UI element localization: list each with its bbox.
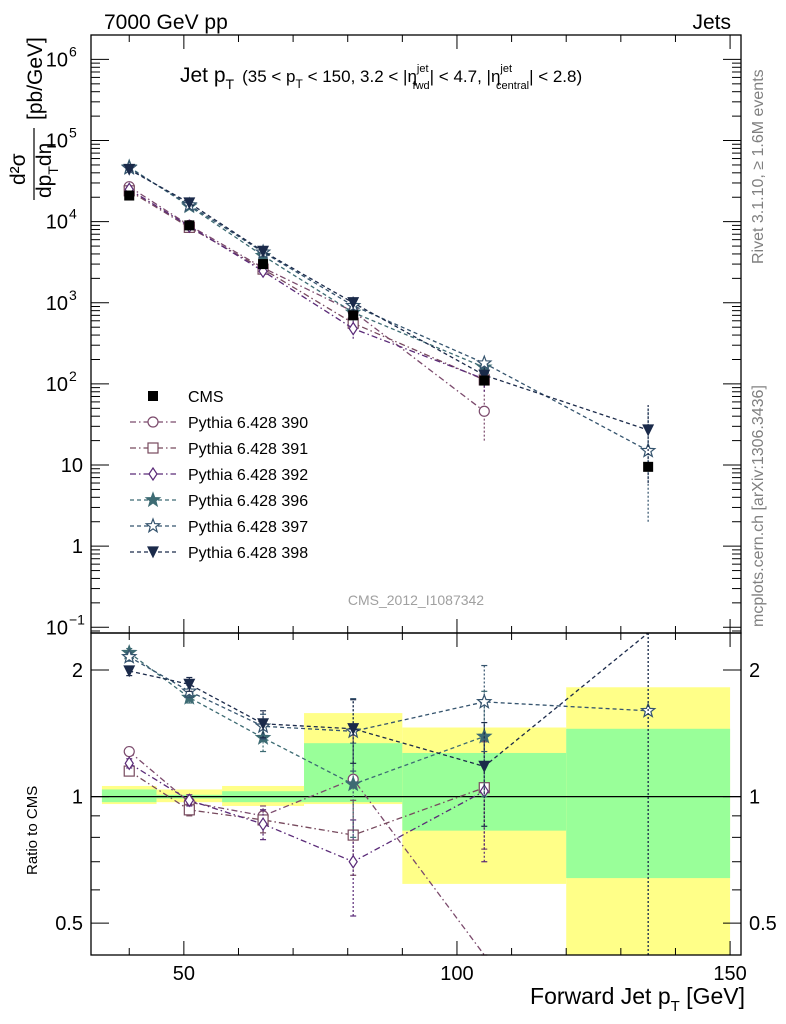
main-y-tick-label: 10: [46, 293, 68, 315]
main-y-tick-exponent: 3: [69, 287, 77, 303]
legend-marker: [148, 466, 158, 482]
legend-label-cms: CMS: [188, 389, 224, 406]
x-tick-label: 50: [173, 963, 195, 985]
ratio-y-tick-label-right: 0.5: [749, 913, 777, 935]
ratio-series-line: [128, 652, 485, 786]
cms-data-layer: [124, 190, 654, 472]
ratio-point: [123, 745, 135, 758]
cms-data-point: [643, 461, 654, 472]
legend-label: Pythia 6.428 392: [188, 467, 308, 484]
ratio-y-tick-label-right: 2: [749, 660, 760, 682]
stat-uncertainty-band: [566, 728, 731, 879]
main-series-line: [128, 188, 485, 380]
ratio-point: [257, 718, 270, 731]
main-y-tick-exponent: 4: [69, 206, 77, 222]
x-axis-label: Forward Jet pT [GeV]: [530, 983, 745, 1015]
ratio-point: [344, 775, 362, 792]
energy-label: 7000 GeV pp: [104, 11, 228, 34]
legend: CMS Pythia 6.428 390 Pythia 6.428 391 Pythi…: [130, 389, 308, 562]
main-point: [642, 424, 655, 437]
ylabel-numerator: d²σ: [7, 153, 30, 185]
cms-data-point: [479, 375, 490, 386]
legend-label: Pythia 6.428 397: [188, 519, 308, 536]
main-y-tick-label: 10: [61, 455, 83, 477]
legend-marker: [147, 416, 159, 428]
ratio-point: [123, 665, 136, 678]
ratio-panel-frame: [90, 632, 742, 956]
ratio-point: [184, 793, 195, 808]
main-y-axis-label: d²σ dpTdη [pb/GeV]: [7, 37, 61, 200]
main-point: [478, 405, 490, 417]
main-point: [478, 369, 491, 382]
main-title: Jet pT (35 < pT < 150, 3.2 < |ηjet fwd| < …: [180, 63, 582, 92]
legend-marker: [144, 491, 162, 508]
main-y-tick-exponent: 5: [69, 125, 77, 141]
ratio-point: [120, 648, 138, 664]
ratio-point: [124, 756, 134, 771]
ratio-point: [348, 854, 358, 869]
main-series-line: [128, 166, 485, 368]
main-panel-frame: [90, 34, 742, 634]
legend-label: Pythia 6.428 390: [188, 415, 308, 432]
ratio-uncertainty-bands: [101, 687, 731, 955]
ratio-point: [347, 723, 360, 736]
x-tick-label: 100: [440, 963, 473, 985]
main-y-tick-label: 10: [46, 212, 68, 234]
legend-label: Pythia 6.428 391: [188, 441, 308, 458]
analysis-watermark: CMS_2012_I1087342: [348, 592, 484, 608]
main-y-tick-exponent: 2: [69, 368, 77, 384]
main-point: [183, 197, 196, 210]
main-point: [348, 321, 358, 336]
series-p398: [123, 163, 655, 955]
ylabel-unit: [pb/GeV]: [24, 37, 47, 120]
cms-data-point: [184, 220, 195, 231]
legend-marker: [144, 517, 162, 534]
ratio-y-axis-label: Ratio to CMS: [24, 786, 41, 875]
ratio-point: [183, 678, 196, 691]
ratio-y-tick-label: 0.5: [55, 913, 83, 935]
ratio-y-tick-label: 1: [72, 787, 83, 809]
legend-marker-cms: [148, 391, 158, 401]
ratio-point: [475, 693, 493, 710]
legend-marker: [147, 546, 159, 559]
series-layer: [120, 158, 657, 956]
main-y-tick-label: 10: [46, 49, 68, 71]
ratio-y-tick-label-right: 1: [749, 787, 760, 809]
main-series-line: [128, 186, 485, 412]
legend-label: Pythia 6.428 398: [188, 545, 308, 562]
main-y-tick-label: 10: [46, 374, 68, 396]
cms-data-point: [348, 310, 359, 321]
main-y-tick-label: 10: [46, 131, 68, 153]
ratio-series-line: [128, 770, 485, 836]
main-series-line: [128, 167, 649, 452]
process-label: Jets: [692, 11, 731, 34]
mcplots-label: mcplots.cern.ch [arXiv:1306.3436]: [750, 385, 767, 627]
main-y-tick-exponent: −1: [69, 611, 85, 627]
ratio-point: [258, 817, 268, 832]
main-point: [123, 163, 136, 176]
main-point: [347, 297, 360, 310]
stat-uncertainty-band: [101, 789, 157, 803]
x-tick-label: 150: [713, 963, 746, 985]
rivet-label: Rivet 3.1.10, ≥ 1.6M events: [750, 69, 767, 264]
ylabel-denominator: dpTdη: [33, 143, 61, 198]
main-series-line: [128, 168, 649, 431]
main-y-tick-label: 1: [72, 536, 83, 558]
legend-marker: [147, 442, 159, 454]
ratio-point: [478, 760, 491, 773]
main-point: [257, 245, 270, 258]
main-point: [475, 354, 493, 371]
cms-data-point: [258, 259, 269, 270]
cms-data-point: [124, 190, 135, 201]
ratio-series-line: [128, 656, 649, 732]
ratio-y-tick-label: 2: [72, 660, 83, 682]
legend-label: Pythia 6.428 396: [188, 493, 308, 510]
main-series-line: [128, 190, 485, 381]
main-y-tick-label: 10: [46, 617, 68, 639]
ratio-series-line: [129, 632, 649, 768]
main-y-tick-exponent: 6: [69, 43, 77, 59]
